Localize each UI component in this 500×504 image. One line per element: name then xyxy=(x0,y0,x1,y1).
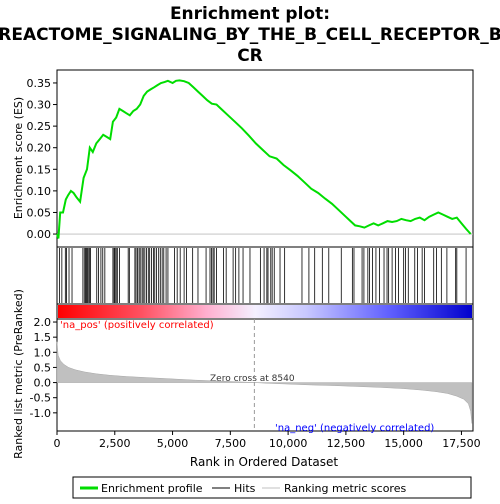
x-tick-label: 15,000 xyxy=(384,437,423,450)
legend: Enrichment profile Hits Ranking metric s… xyxy=(72,476,472,499)
es-ytick-label: 0.15 xyxy=(27,163,52,176)
es-ytick-label: 0.00 xyxy=(27,228,52,241)
metric-ylabel: Ranked list metric (PreRanked) xyxy=(12,289,25,459)
legend-metric-label: Ranking metric scores xyxy=(284,482,406,495)
chart-title-line-3: CR xyxy=(237,46,263,66)
metric-ytick-label: -0.5 xyxy=(30,392,51,405)
es-ytick-label: 0.30 xyxy=(27,99,52,112)
chart-marks: 0.000.050.100.150.200.250.300.35-1.0-0.5… xyxy=(27,77,481,450)
neg-correlated-label: 'na_neg' (negatively correlated) xyxy=(275,423,434,434)
x-tick-label: 17,500 xyxy=(442,437,481,450)
es-ylabel: Enrichment score (ES) xyxy=(12,97,25,219)
x-tick-label: 2,500 xyxy=(99,437,131,450)
ranking-metric-area xyxy=(56,341,473,424)
es-ytick-label: 0.35 xyxy=(27,77,52,90)
metric-ytick-label: 0.5 xyxy=(34,361,52,374)
x-tick-label: 5,000 xyxy=(157,437,189,450)
es-ytick-label: 0.20 xyxy=(27,142,52,155)
pos-correlated-label: 'na_pos' (positively correlated) xyxy=(60,320,214,331)
metric-ytick-label: 0.0 xyxy=(34,377,52,390)
es-ytick-label: 0.10 xyxy=(27,185,52,198)
metric-ytick-label: 1.5 xyxy=(34,331,52,344)
zero-cross-label: Zero cross at 8540 xyxy=(210,374,295,384)
metric-ytick-label: -1.0 xyxy=(30,407,51,420)
enrichment-profile-line xyxy=(56,79,472,239)
es-ytick-label: 0.25 xyxy=(27,120,52,133)
x-axis-label: Rank in Ordered Dataset xyxy=(190,455,338,469)
x-tick-label: 10,000 xyxy=(269,437,308,450)
x-tick-label: 7,500 xyxy=(215,437,247,450)
metric-ytick-label: 1.0 xyxy=(34,346,52,359)
metric-ytick-label: 2.0 xyxy=(34,316,52,329)
chart-title-line-1: Enrichment plot: xyxy=(170,4,330,24)
legend-profile-label: Enrichment profile xyxy=(101,482,203,495)
legend-hits-label: Hits xyxy=(234,482,256,495)
x-tick-label: 0 xyxy=(54,437,61,450)
x-tick-label: 12,500 xyxy=(327,437,366,450)
es-ytick-label: 0.05 xyxy=(27,206,52,219)
rank-gradient-bar xyxy=(58,305,472,318)
chart-title-line-2: REACTOME_SIGNALING_BY_THE_B_CELL_RECEPTO… xyxy=(0,25,500,45)
